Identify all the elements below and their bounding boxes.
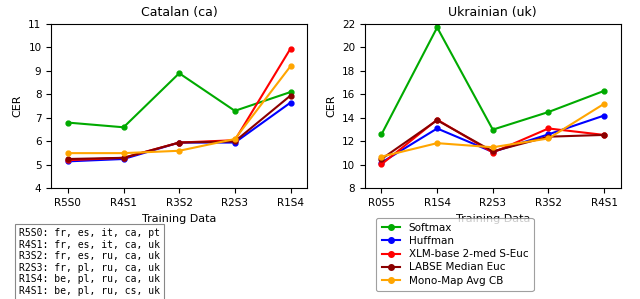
Title: Catalan (ca): Catalan (ca) [141,6,218,19]
Y-axis label: CER: CER [13,95,22,118]
Title: Ukrainian (uk): Ukrainian (uk) [449,6,537,19]
Y-axis label: CER: CER [326,95,336,118]
X-axis label: Training Data: Training Data [456,214,530,224]
Legend: Softmax, Huffman, XLM-base 2-med S-Euc, LABSE Median Euc, Mono-Map Avg CB: Softmax, Huffman, XLM-base 2-med S-Euc, … [376,218,534,291]
X-axis label: Training Data: Training Data [142,214,216,224]
Text: R5S0: fr, es, it, ca, pt
R4S1: fr, es, it, ca, uk
R3S2: fr, es, ru, ca, uk
R2S3:: R5S0: fr, es, it, ca, pt R4S1: fr, es, i… [19,228,160,296]
